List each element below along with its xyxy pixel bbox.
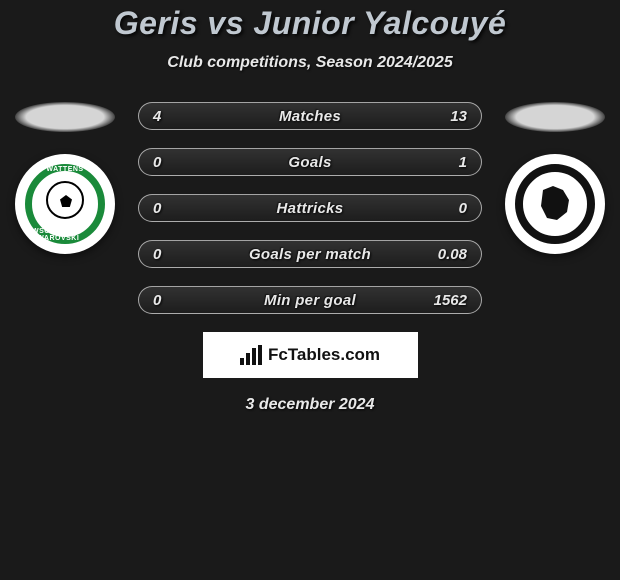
stat-left-value: 0 [153, 154, 161, 171]
stat-label: Matches [279, 108, 341, 125]
left-ring-top: WATTENS [46, 166, 83, 173]
right-side [500, 102, 610, 254]
stat-left-value: 4 [153, 108, 161, 125]
stat-row-gpm: 0 Goals per match 0.08 [138, 240, 482, 268]
left-ring-bottom: WSG SWAROVSKI [32, 228, 98, 242]
comparison-card: Geris vs Junior Yalcouyé Club competitio… [0, 0, 620, 414]
stat-row-matches: 4 Matches 13 [138, 102, 482, 130]
ellipse-shadow-left [15, 102, 115, 132]
stat-left-value: 0 [153, 246, 161, 263]
bar-chart-icon [240, 345, 262, 365]
stat-label: Min per goal [264, 292, 356, 309]
stat-row-goals: 0 Goals 1 [138, 148, 482, 176]
stat-right-value: 13 [450, 108, 467, 125]
panther-icon [535, 184, 575, 224]
stat-row-hattricks: 0 Hattricks 0 [138, 194, 482, 222]
right-club-logo [505, 154, 605, 254]
main-row: WATTENS WSG SWAROVSKI 4 Matches 13 0 Goa… [0, 102, 620, 314]
stat-left-value: 0 [153, 292, 161, 309]
left-club-logo: WATTENS WSG SWAROVSKI [15, 154, 115, 254]
credit-box: FcTables.com [203, 332, 418, 378]
subtitle: Club competitions, Season 2024/2025 [0, 54, 620, 72]
soccer-ball-icon [46, 181, 84, 219]
stat-label: Goals per match [249, 246, 371, 263]
stat-row-mpg: 0 Min per goal 1562 [138, 286, 482, 314]
date-line: 3 december 2024 [0, 396, 620, 414]
stat-right-value: 1 [459, 154, 467, 171]
stat-label: Goals [288, 154, 331, 171]
stats-column: 4 Matches 13 0 Goals 1 0 Hattricks 0 0 G… [120, 102, 500, 314]
stat-right-value: 0.08 [438, 246, 467, 263]
stat-label: Hattricks [277, 200, 344, 217]
credit-text: FcTables.com [268, 345, 380, 365]
stat-right-value: 0 [459, 200, 467, 217]
stat-left-value: 0 [153, 200, 161, 217]
stat-right-value: 1562 [434, 292, 467, 309]
left-side: WATTENS WSG SWAROVSKI [10, 102, 120, 254]
page-title: Geris vs Junior Yalcouyé [0, 5, 620, 42]
ellipse-shadow-right [505, 102, 605, 132]
